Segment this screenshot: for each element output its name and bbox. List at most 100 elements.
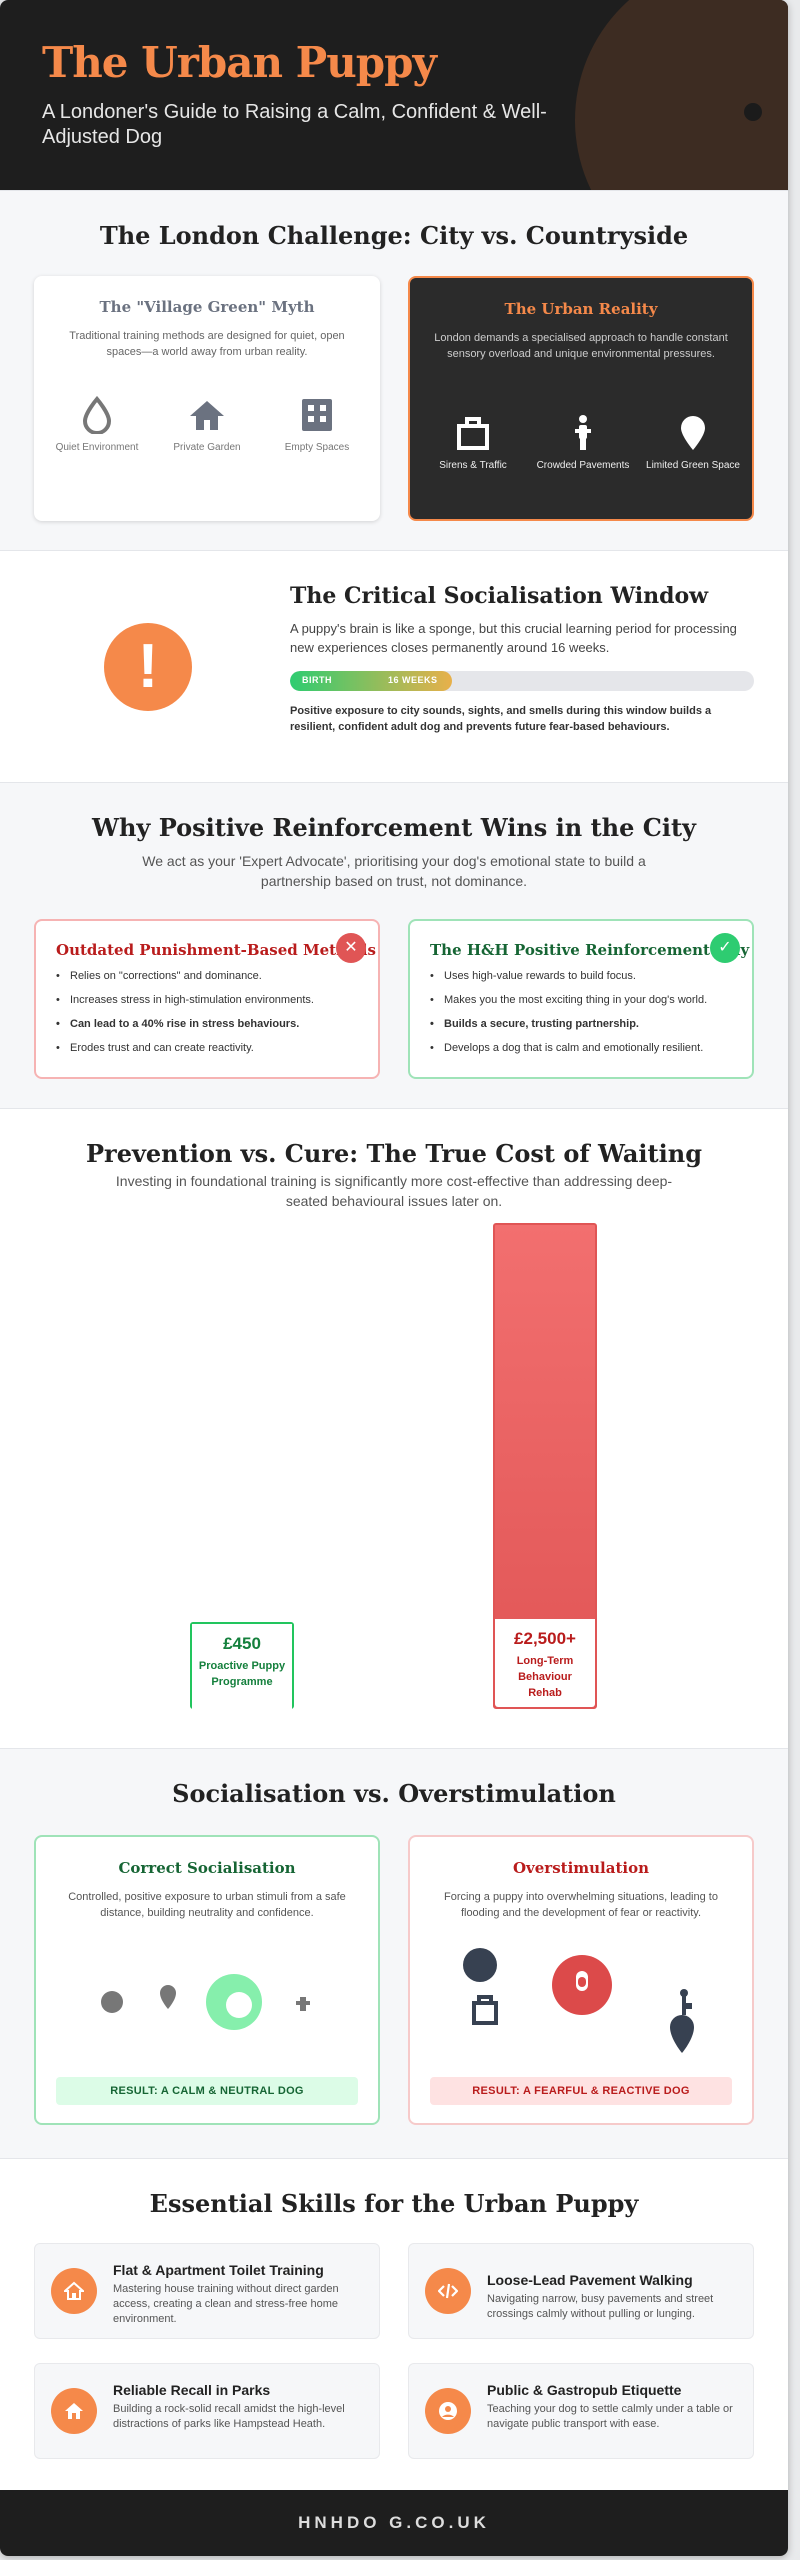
house-icon xyxy=(190,401,224,430)
home-icon xyxy=(51,2388,97,2434)
home-icon xyxy=(51,2268,97,2314)
prevention-section: Prevention vs. Cure: The True Cost of Wa… xyxy=(0,1108,788,1748)
positive-card: The H&H Positive Reinforcement Way ✓ Use… xyxy=(408,919,754,1079)
list-item: Uses high-value rewards to build focus. xyxy=(430,969,740,983)
footer-link[interactable]: HNHDO G.CO.UK xyxy=(0,2490,788,2556)
prevention-subtitle: Investing in foundational training is si… xyxy=(115,1173,673,1209)
correct-title: Correct Socialisation xyxy=(118,1859,296,1877)
timeline-end-label: 16 WEEKS xyxy=(388,675,438,685)
window-section: ! The Critical Socialisation Window A pu… xyxy=(0,550,788,782)
close-icon: ✕ xyxy=(336,933,366,963)
reality-item: Crowded Pavements xyxy=(528,414,638,471)
page-subtitle: A Londoner's Guide to Raising a Calm, Co… xyxy=(42,101,547,148)
chart-value-label: £2,500+ xyxy=(514,1629,576,1648)
reinforcement-subtitle: We act as your 'Expert Advocate', priori… xyxy=(142,853,646,889)
skill-title: Flat & Apartment Toilet Training xyxy=(113,2262,324,2278)
challenge-title: The London Challenge: City vs. Countrysi… xyxy=(99,221,689,250)
map-pin-icon xyxy=(681,416,705,450)
myth-item: Empty Spaces xyxy=(262,396,372,453)
reality-title: The Urban Reality xyxy=(504,300,658,318)
chart-bar-label-box: £2,500+ Long-Term Behaviour Rehab xyxy=(495,1619,595,1707)
traffic-icon xyxy=(682,1995,692,2015)
punishment-list: Relies on "corrections" and dominance. I… xyxy=(56,969,366,1065)
myth-item: Quiet Environment xyxy=(42,396,152,453)
timeline-bar: BIRTH 16 WEEKS xyxy=(290,671,754,691)
reinforcement-section: Why Positive Reinforcement Wins in the C… xyxy=(0,782,788,1108)
chart-value-label: £450 xyxy=(223,1634,261,1653)
overwhelm-scene-illustration xyxy=(463,1948,694,2053)
calm-scene-illustration xyxy=(101,1974,310,2030)
list-item: Increases stress in high-stimulation env… xyxy=(56,993,366,1007)
myth-item: Private Garden xyxy=(152,396,262,453)
myth-item-label: Quiet Environment xyxy=(55,442,139,453)
chart-bar: £450 Proactive Puppy Programme xyxy=(190,1622,294,1712)
reality-item: Limited Green Space xyxy=(638,414,748,471)
briefcase-icon xyxy=(472,2001,498,2025)
cost-bar-chart: £450 Proactive Puppy Programme £2,500+ Long… xyxy=(0,1219,788,1712)
crowd-icon xyxy=(463,1948,497,1982)
challenge-section: The London Challenge: City vs. Countrysi… xyxy=(0,190,788,550)
skill-desc: Teaching your dog to settle calmly under… xyxy=(487,2403,733,2430)
window-note: Positive exposure to city sounds, sights… xyxy=(290,705,712,733)
overstim-section: Socialisation vs. Overstimulation Correc… xyxy=(0,1748,788,2158)
briefcase-icon xyxy=(457,417,489,450)
exclamation-icon: ! xyxy=(104,623,192,711)
reality-item-label: Crowded Pavements xyxy=(536,460,630,471)
reality-desc: London demands a specialised approach to… xyxy=(434,332,728,360)
list-item: Erodes trust and can create reactivity. xyxy=(56,1041,366,1055)
user-circle-icon xyxy=(425,2388,471,2434)
chart-bar-label-box: £450 Proactive Puppy Programme xyxy=(192,1624,292,1712)
chart-category-label: Long-Term Behaviour Rehab xyxy=(516,1655,574,1699)
pin-icon xyxy=(670,2015,694,2053)
skills-section: Essential Skills for the Urban Puppy Fla… xyxy=(0,2158,788,2490)
decorative-dot xyxy=(744,103,762,121)
reinforcement-title: Why Positive Reinforcement Wins in the C… xyxy=(91,813,696,842)
over-desc: Forcing a puppy into overwhelming situat… xyxy=(444,1891,718,1919)
skills-title: Essential Skills for the Urban Puppy xyxy=(149,2189,639,2218)
list-item: Makes you the most exciting thing in you… xyxy=(430,993,740,1007)
skill-card: Flat & Apartment Toilet Training Masteri… xyxy=(34,2243,380,2339)
skill-desc: Navigating narrow, busy pavements and st… xyxy=(487,2293,714,2320)
person-icon xyxy=(296,1997,310,2011)
code-icon xyxy=(425,2268,471,2314)
skill-card: Public & Gastropub Etiquette Teaching yo… xyxy=(408,2363,754,2459)
myth-title: The "Village Green" Myth xyxy=(99,298,315,316)
chart-category-label: Proactive Puppy Programme xyxy=(198,1660,286,1688)
skill-card: Reliable Recall in Parks Building a rock… xyxy=(34,2363,380,2459)
building-icon xyxy=(302,399,332,431)
chart-bar: £2,500+ Long-Term Behaviour Rehab xyxy=(493,1223,597,1709)
list-item: Relies on "corrections" and dominance. xyxy=(56,969,366,983)
skill-title: Reliable Recall in Parks xyxy=(113,2382,271,2398)
skill-title: Public & Gastropub Etiquette xyxy=(487,2382,682,2398)
over-title: Overstimulation xyxy=(512,1859,650,1877)
myth-card: The "Village Green" Myth Traditional tra… xyxy=(34,276,380,521)
timeline-fill xyxy=(290,671,453,691)
list-item: Develops a dog that is calm and emotiona… xyxy=(430,1041,740,1055)
correct-result-badge: RESULT: A CALM & NEUTRAL DOG xyxy=(56,2077,358,2105)
myth-item-label: Private Garden xyxy=(173,442,241,453)
punishment-title: Outdated Punishment-Based Methods xyxy=(56,941,376,959)
reality-item: Sirens & Traffic xyxy=(418,414,528,471)
overstim-title: Socialisation vs. Overstimulation xyxy=(172,1779,616,1808)
skill-title: Loose-Lead Pavement Walking xyxy=(487,2272,693,2288)
correct-desc: Controlled, positive exposure to urban s… xyxy=(68,1891,346,1919)
myth-item-label: Empty Spaces xyxy=(284,442,350,453)
punishment-card: Outdated Punishment-Based Methods ✕ Reli… xyxy=(34,919,380,1079)
skill-desc: Building a rock-solid recall amidst the … xyxy=(113,2403,345,2430)
droplet-icon xyxy=(82,396,112,434)
decorative-circle xyxy=(575,0,788,190)
distant-stimulus-icon xyxy=(101,1991,123,2013)
reality-item-label: Limited Green Space xyxy=(646,460,740,471)
prevention-title: Prevention vs. Cure: The True Cost of Wa… xyxy=(86,1139,702,1168)
timeline-start-label: BIRTH xyxy=(302,675,332,685)
person-icon xyxy=(575,415,591,450)
over-card: Overstimulation Forcing a puppy into ove… xyxy=(408,1835,754,2125)
check-icon: ✓ xyxy=(710,933,740,963)
myth-desc: Traditional training methods are designe… xyxy=(69,330,345,358)
over-result-badge: RESULT: A FEARFUL & REACTIVE DOG xyxy=(430,2077,732,2105)
skill-card: Loose-Lead Pavement Walking Navigating n… xyxy=(408,2243,754,2339)
positive-list: Uses high-value rewards to build focus. … xyxy=(430,969,740,1065)
reality-card: The Urban Reality London demands a speci… xyxy=(408,276,754,521)
reality-item-label: Sirens & Traffic xyxy=(439,460,507,471)
